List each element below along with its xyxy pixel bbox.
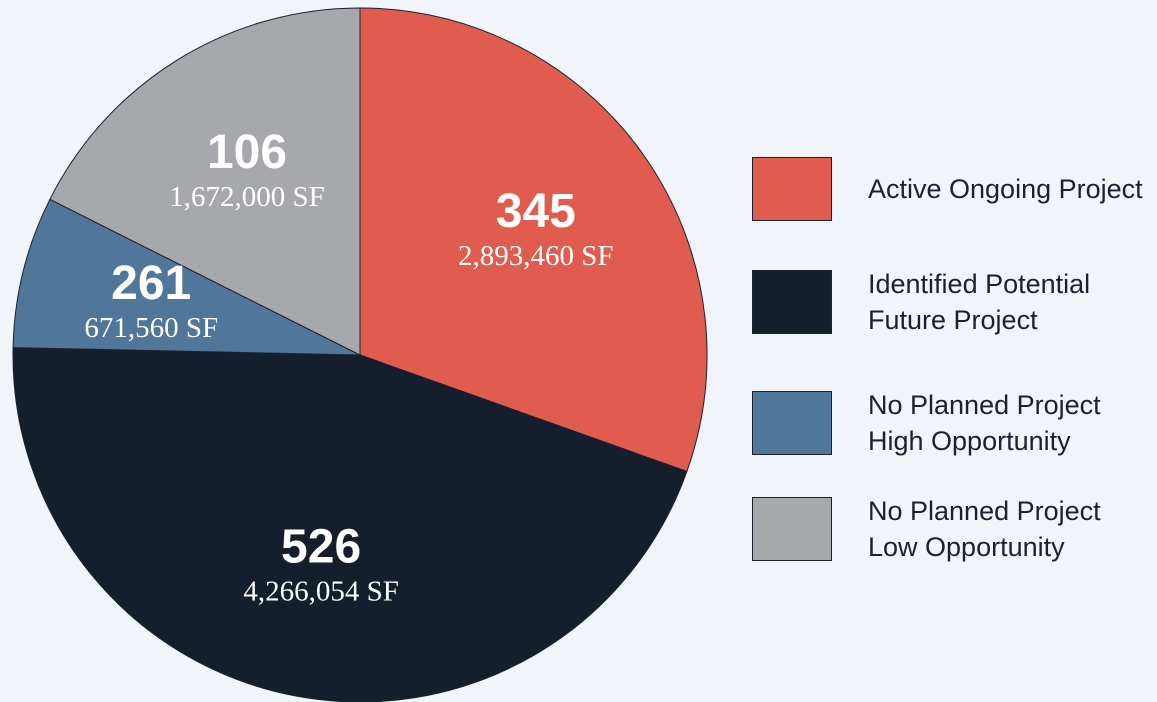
- legend-swatch: [752, 497, 832, 561]
- legend-item: No Planned Project Low Opportunity: [752, 493, 1148, 565]
- legend-swatch: [752, 157, 832, 221]
- slice-value-label: 671,560 SF: [84, 312, 218, 344]
- slice-count: 526: [281, 521, 361, 574]
- pie-slice: [359, 7, 708, 473]
- pie-slice: [12, 347, 688, 702]
- slice-value-label: 2,893,460 SF: [458, 240, 614, 272]
- slice-value-label: 1,672,000 SF: [169, 181, 325, 213]
- legend-label: Active Ongoing Project: [868, 174, 1143, 204]
- legend-label: No Planned Project Low Opportunity: [868, 496, 1101, 562]
- slice-value-label: 4,266,054 SF: [243, 576, 399, 608]
- legend-item: Identified Potential Future Project: [752, 266, 1148, 338]
- legend-swatch: [752, 391, 832, 455]
- legend-item: No Planned Project High Opportunity: [752, 387, 1148, 459]
- pie-slice: [49, 7, 361, 356]
- slice-count: 106: [207, 126, 287, 179]
- slice-count: 261: [111, 257, 191, 310]
- pie-slice: [12, 198, 361, 356]
- slice-count: 345: [496, 185, 576, 238]
- legend-label: No Planned Project High Opportunity: [868, 390, 1101, 456]
- legend-label: Identified Potential Future Project: [868, 269, 1091, 335]
- legend-swatch: [752, 270, 832, 334]
- legend-item: Active Ongoing Project: [752, 157, 1148, 221]
